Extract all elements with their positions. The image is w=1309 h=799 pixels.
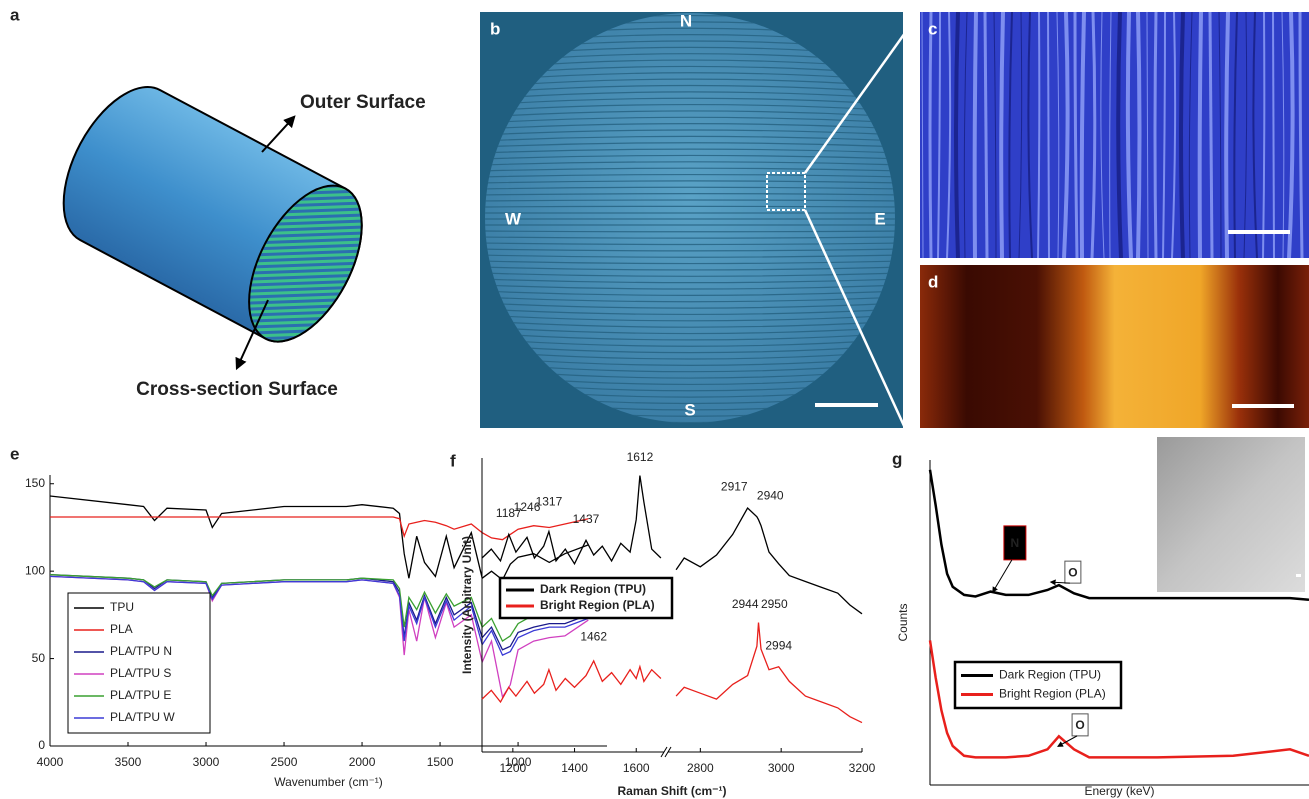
x-tick-label: 1400 bbox=[561, 761, 588, 775]
stripe bbox=[1082, 12, 1084, 258]
x-axis-title: Wavenumber (cm⁻¹) bbox=[274, 775, 383, 789]
peak-label: 2917 bbox=[721, 480, 748, 494]
panel-label: b bbox=[490, 19, 500, 38]
stripe bbox=[1200, 12, 1201, 258]
x-tick-label: 3000 bbox=[768, 761, 795, 775]
annotation-arrow bbox=[993, 560, 1012, 592]
panel-label: g bbox=[892, 449, 902, 468]
stripe bbox=[1155, 12, 1156, 258]
x-tick-label: 2800 bbox=[687, 761, 714, 775]
x-axis-title: Raman Shift (cm⁻¹) bbox=[617, 784, 726, 798]
x-tick-label: 2000 bbox=[349, 755, 376, 769]
peak-label: 2944 bbox=[732, 597, 759, 611]
panel-label: a bbox=[10, 5, 20, 24]
y-tick-label: 150 bbox=[25, 476, 45, 490]
stripe bbox=[956, 12, 958, 258]
legend-label: Dark Region (TPU) bbox=[999, 668, 1101, 682]
micrograph bbox=[920, 12, 1309, 258]
raman-map bbox=[920, 265, 1309, 428]
x-axis-title: Energy (keV) bbox=[1084, 784, 1154, 798]
stripe bbox=[1210, 12, 1212, 258]
legend-label: Bright Region (PLA) bbox=[540, 598, 655, 612]
panel-label: e bbox=[10, 444, 19, 463]
inset-image bbox=[1157, 437, 1305, 592]
stripe bbox=[1273, 12, 1274, 258]
stripe bbox=[1226, 12, 1228, 258]
panel-label: f bbox=[450, 451, 456, 470]
x-tick-label: 3000 bbox=[193, 755, 220, 769]
series-line bbox=[482, 623, 862, 723]
stripe bbox=[985, 12, 987, 258]
peak-label: 1437 bbox=[573, 512, 600, 526]
panel-label: c bbox=[928, 19, 937, 38]
legend-label: PLA/TPU E bbox=[110, 688, 171, 702]
annotation: N bbox=[1011, 536, 1020, 550]
annotation: O bbox=[1075, 718, 1084, 732]
direction: E bbox=[874, 209, 885, 228]
y-tick-label: 0 bbox=[38, 738, 45, 752]
ridge bbox=[480, 206, 903, 207]
figure: a Outer Surface Cross-section Surface b … bbox=[0, 0, 1309, 799]
y-tick-label: 50 bbox=[32, 651, 46, 665]
peak-label: 1462 bbox=[580, 630, 607, 644]
legend-label: PLA/TPU W bbox=[110, 710, 175, 724]
stripe bbox=[1048, 12, 1049, 258]
legend-label: TPU bbox=[110, 600, 134, 614]
x-tick-label: 1600 bbox=[623, 761, 650, 775]
stripe bbox=[1138, 12, 1140, 258]
stripe bbox=[1001, 12, 1003, 258]
stripe bbox=[1181, 12, 1183, 258]
legend-label: PLA/TPU S bbox=[110, 666, 171, 680]
peak-label: 2950 bbox=[761, 597, 788, 611]
legend-label: PLA bbox=[110, 622, 133, 636]
legend-label: Bright Region (PLA) bbox=[999, 687, 1106, 701]
x-tick-label: 1500 bbox=[427, 755, 454, 769]
peak-label: 2994 bbox=[765, 638, 792, 652]
ridge bbox=[480, 429, 903, 442]
x-tick-label: 3200 bbox=[849, 761, 876, 775]
x-tick-label: 3500 bbox=[115, 755, 142, 769]
peak-label: 1317 bbox=[536, 494, 563, 508]
y-tick-label: 100 bbox=[25, 563, 45, 577]
y-axis-title: Intensity (Arbitrary Unit) bbox=[460, 536, 474, 674]
direction: S bbox=[684, 400, 695, 419]
annotation: Outer Surface bbox=[300, 92, 426, 113]
annotation: Cross-section Surface bbox=[136, 379, 338, 400]
y-axis-title: Counts bbox=[896, 603, 910, 641]
stripe bbox=[975, 12, 976, 258]
arrow bbox=[262, 117, 294, 152]
annotation: O bbox=[1068, 565, 1077, 579]
peak-label: 2940 bbox=[757, 488, 784, 502]
direction: N bbox=[680, 11, 692, 30]
panel-label: d bbox=[928, 272, 938, 291]
x-tick-label: 2500 bbox=[271, 755, 298, 769]
scale-bar bbox=[1296, 574, 1301, 577]
peak-label: 1612 bbox=[627, 450, 654, 464]
legend-label: PLA/TPU N bbox=[110, 644, 172, 658]
x-tick-label: 4000 bbox=[37, 755, 64, 769]
direction: W bbox=[505, 209, 522, 228]
stripe bbox=[930, 12, 931, 258]
legend-label: Dark Region (TPU) bbox=[540, 582, 646, 596]
x-tick-label: 1200 bbox=[499, 761, 526, 775]
